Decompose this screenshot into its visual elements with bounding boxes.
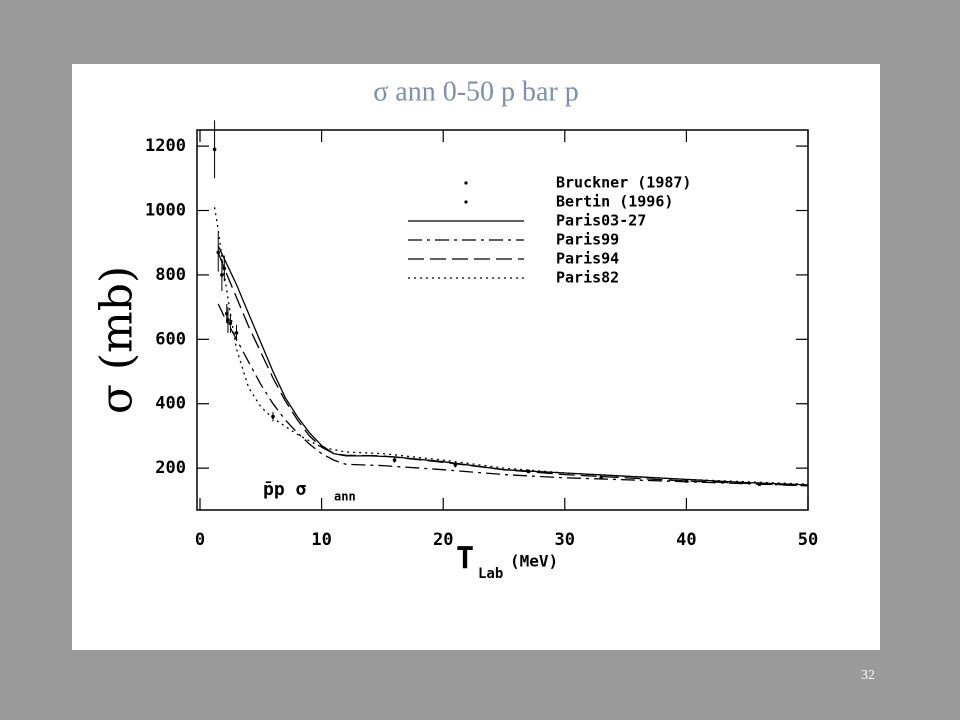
series-line [217, 252, 809, 487]
annotation: p̄p σ [263, 479, 307, 500]
data-point [212, 147, 217, 152]
series-line [213, 207, 809, 485]
data-point [220, 273, 224, 277]
legend-label: Paris82 [556, 269, 619, 287]
slide-number: 32 [861, 668, 875, 683]
y-tick-label: 600 [155, 329, 186, 349]
legend-label: Bertin (1996) [556, 193, 673, 211]
y-tick-label: 400 [155, 394, 186, 414]
x-tick-label: 0 [195, 530, 205, 550]
legend-marker [464, 200, 468, 204]
annotation-subscript: ann [334, 490, 356, 504]
x-tick-label: 40 [676, 530, 696, 550]
y-tick-label: 200 [155, 458, 186, 478]
y-axis-label: σ (mb) [92, 266, 143, 414]
x-tick-label: 50 [798, 530, 818, 550]
y-tick-label: 1000 [145, 201, 186, 221]
x-tick-label: 30 [555, 530, 575, 550]
x-axis-unit: (MeV) [510, 552, 558, 571]
series-line [217, 303, 809, 487]
panel [72, 64, 880, 650]
x-tick-label: 20 [433, 530, 453, 550]
x-tick-label: 10 [311, 530, 331, 550]
chart-title: σ ann 0-50 p bar p [373, 76, 579, 107]
legend-label: Paris99 [556, 231, 619, 249]
y-tick-label: 800 [155, 265, 186, 285]
x-axis-label: T [456, 542, 474, 577]
x-axis-subscript: Lab [478, 566, 503, 582]
legend-label: Paris94 [556, 250, 619, 268]
y-tick-label: 1200 [145, 136, 186, 156]
legend-label: Paris03-27 [556, 212, 646, 230]
data-point [228, 321, 233, 326]
data-point [392, 458, 397, 462]
plot-frame [196, 129, 809, 511]
data-point [599, 475, 604, 479]
data-point [234, 331, 239, 335]
legend-label: Bruckner (1987) [556, 174, 691, 192]
legend-marker [464, 181, 468, 185]
